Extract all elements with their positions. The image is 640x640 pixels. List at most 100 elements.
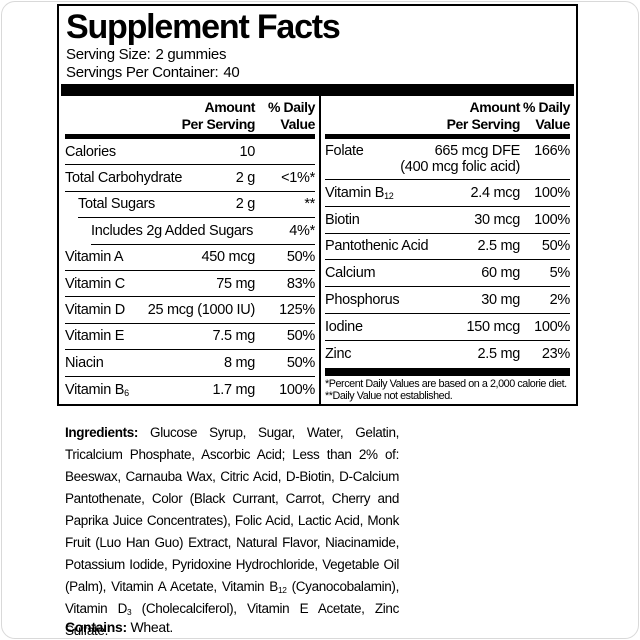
ingredients-paragraph: Ingredients: Glucose Syrup, Sugar, Water… — [65, 425, 399, 638]
daily-value-header: % Daily Value — [255, 99, 315, 132]
nutrient-column-left: Amount Per Serving % Daily Value Calorie… — [59, 96, 319, 404]
nutrient-amount: 1.7 mg — [212, 381, 255, 398]
daily-value-footnotes: *Percent Daily Values are based on a 2,0… — [325, 378, 570, 403]
nutrient-rows-right: Folate 665 mcg DFE 166% (400 mcg folic acid… — [325, 139, 570, 368]
nutrient-name: Calories — [65, 143, 116, 160]
serving-size-value: 2 gummies — [155, 46, 227, 63]
nutrient-rows-left: Calories 10 Total Carbohydrate 2 g <1%* Total… — [65, 139, 315, 403]
amount-per-serving-header: Amount Per Serving — [447, 99, 521, 132]
supplement-facts-panel: Supplement Facts Serving Size: 2 gummies … — [57, 4, 578, 406]
footnote-percent-daily-values: *Percent Daily Values are based on a 2,0… — [325, 377, 567, 390]
header-divider-bar-left — [65, 134, 315, 139]
nutrient-amount: 2.5 mg — [477, 346, 520, 363]
nutrient-daily-value: 4%* — [289, 222, 315, 239]
table-row: Biotin 30 mcg 100% — [325, 207, 570, 234]
table-row: Vitamin B12 2.4 mcg 100% — [325, 180, 570, 207]
dv-header-line1: % Daily — [268, 99, 315, 115]
nutrient-daily-value: 5% — [549, 265, 571, 282]
serving-size-label: Serving Size: — [66, 46, 151, 63]
nutrient-daily-value: ** — [304, 196, 315, 213]
table-row: Total Sugars 2 g ** — [78, 192, 315, 219]
nutrient-name: Iodine — [325, 318, 363, 335]
amount-header-line1: Amount — [469, 99, 521, 115]
nutrient-amount: 75 mg — [216, 275, 255, 292]
table-row: Iodine 150 mcg 100% — [325, 314, 570, 341]
table-row: Pantothenic Acid 2.5 mg 50% — [325, 234, 570, 261]
amount-header-line2: Per Serving — [181, 115, 256, 132]
nutrient-amount: 30 mg — [481, 292, 520, 309]
nutrient-name: Calcium — [325, 265, 376, 282]
servings-per-container-line: Servings Per Container: 40 — [66, 64, 576, 82]
nutrient-amount: 30 mcg — [474, 211, 520, 228]
nutrient-amount: 665 mcg DFE — [434, 143, 521, 159]
nutrient-amount: 2.4 mcg — [470, 184, 521, 201]
column-header-right: Amount Per Serving % Daily Value — [325, 96, 571, 132]
table-row: Includes 2g Added Sugars 4%* — [91, 218, 315, 245]
table-row: Vitamin B6 1.7 mg 100% — [65, 377, 315, 403]
nutrient-name: Biotin — [325, 211, 360, 228]
nutrient-amount: 60 mg — [481, 265, 520, 282]
nutrient-daily-value: 100% — [279, 381, 315, 398]
header-divider-bar-right — [325, 134, 570, 139]
servings-per-container-value: 40 — [223, 63, 240, 81]
nutrient-name: Vitamin E — [65, 328, 125, 345]
nutrient-name: Vitamin B6 — [65, 381, 129, 398]
nutrient-daily-value: 166% — [534, 143, 570, 159]
table-row: Calories 10 — [65, 139, 315, 166]
amount-header-line1: Amount — [204, 99, 256, 115]
table-row: Folate 665 mcg DFE 166% (400 mcg folic acid… — [325, 139, 570, 180]
nutrient-daily-value: 125% — [279, 302, 315, 319]
nutrient-name: Zinc — [325, 346, 352, 363]
nutrient-name: Folate — [325, 143, 364, 159]
footnote-dv-not-established: **Daily Value not established. — [325, 390, 453, 403]
nutrient-name: Vitamin B12 — [325, 184, 394, 202]
table-row: Niacin 8 mg 50% — [65, 350, 315, 377]
table-row: Calcium 60 mg 5% — [325, 260, 571, 288]
nutrient-name: Niacin — [65, 354, 104, 371]
nutrient-amount: 2 g — [235, 196, 256, 213]
table-row: Vitamin D 25 mcg (1000 IU) 125% — [65, 297, 315, 324]
table-row: Vitamin E 7.5 mg 50% — [65, 324, 315, 351]
column-divider — [319, 96, 321, 404]
nutrient-daily-value: 100% — [534, 211, 570, 228]
amount-per-serving-header: Amount Per Serving — [181, 99, 256, 132]
nutrient-amount: 450 mcg — [201, 249, 255, 266]
nutrient-amount: 25 mcg (1000 IU) — [147, 302, 256, 319]
nutrient-daily-value: 100% — [534, 318, 570, 335]
servings-per-container-label: Servings Per Container: — [66, 63, 219, 81]
dv-header-line2: Value — [535, 115, 570, 132]
nutrient-name: Phosphorus — [325, 292, 400, 309]
nutrient-columns: Amount Per Serving % Daily Value Calorie… — [59, 96, 576, 404]
nutrient-name: Total Sugars — [78, 196, 155, 213]
nutrient-daily-value: 50% — [286, 249, 315, 266]
nutrient-daily-value: 100% — [534, 184, 570, 201]
daily-value-header: % Daily Value — [520, 99, 570, 132]
footnote-divider-bar — [325, 367, 570, 376]
nutrient-amount: 2 g — [235, 170, 256, 187]
nutrient-daily-value: 2% — [549, 292, 571, 309]
serving-size-line: Serving Size: 2 gummies — [66, 46, 576, 64]
nutrient-daily-value: 50% — [286, 328, 315, 345]
nutrient-daily-value: 50% — [286, 354, 315, 371]
nutrient-name: Vitamin D — [65, 302, 125, 319]
contains-statement: Contains: Wheat. — [65, 619, 174, 635]
table-row: Zinc 2.5 mg 23% — [325, 341, 570, 368]
nutrient-amount: 7.5 mg — [212, 328, 255, 345]
table-row: Phosphorus 30 mg 2% — [325, 287, 570, 314]
nutrient-daily-value: 50% — [541, 238, 570, 255]
table-row: Vitamin C 75 mg 83% — [65, 271, 315, 298]
nutrient-name: Total Carbohydrate — [65, 170, 183, 187]
table-row: Total Carbohydrate 2 g <1%* — [65, 165, 315, 192]
nutrient-daily-value: 23% — [541, 346, 570, 363]
nutrient-name: Includes 2g Added Sugars — [91, 222, 254, 239]
column-header-left: Amount Per Serving % Daily Value — [65, 96, 316, 132]
dv-header-line1: % Daily — [523, 99, 570, 115]
top-divider-bar — [61, 84, 574, 96]
panel-title: Supplement Facts — [66, 8, 341, 46]
nutrient-name: Vitamin A — [65, 249, 124, 266]
nutrient-amount: 8 mg — [223, 354, 255, 371]
nutrient-name: Pantothenic Acid — [325, 238, 429, 255]
nutrient-column-right: Amount Per Serving % Daily Value Folate 6… — [321, 96, 572, 404]
dv-header-line2: Value — [280, 115, 315, 132]
